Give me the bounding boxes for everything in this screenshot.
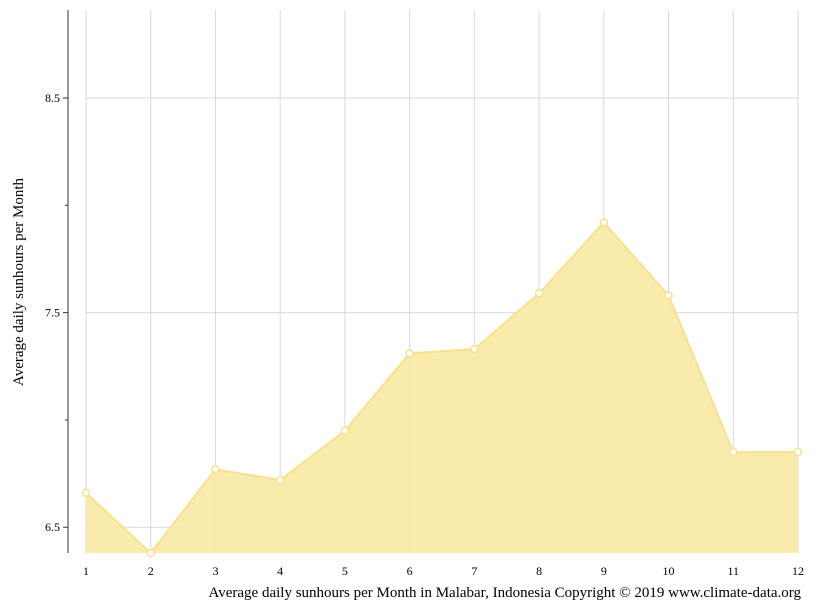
x-tick-label: 5: [342, 564, 348, 578]
sunhours-area: [86, 222, 798, 553]
data-point: [470, 344, 479, 354]
x-tick-label: 7: [471, 564, 477, 578]
x-tick-label: 2: [148, 564, 154, 578]
data-points: [81, 218, 803, 558]
x-tick-label: 4: [277, 564, 283, 578]
data-point: [211, 465, 220, 474]
data-point: [405, 349, 414, 358]
x-tick-label: 1: [83, 564, 89, 578]
data-point: [275, 475, 285, 485]
x-tick-label: 9: [601, 564, 607, 578]
x-tick-label: 12: [792, 564, 804, 578]
data-point: [793, 447, 803, 457]
y-tick-label: 8.5: [45, 91, 60, 105]
x-tick-label: 8: [536, 564, 542, 578]
y-axis-title: Average daily sunhours per Month: [11, 178, 27, 387]
y-axis-ticks: 6.5 7.5 8.5: [45, 91, 68, 534]
x-tick-label: 11: [727, 564, 739, 578]
data-point: [340, 426, 350, 435]
data-point: [81, 488, 91, 498]
x-tick-label: 3: [212, 564, 218, 578]
data-point: [664, 291, 673, 300]
data-point: [146, 548, 155, 558]
data-point: [599, 218, 609, 227]
data-point: [729, 447, 738, 457]
x-axis-title: Average daily sunhours per Month in Mala…: [209, 585, 802, 601]
y-tick-label: 6.5: [45, 520, 60, 534]
sunhours-line: [85, 220, 798, 555]
x-tick-label: 6: [407, 564, 413, 578]
y-tick-label: 7.5: [45, 306, 60, 320]
x-axis-ticks: 1 2 3 4 5 6 7 8 9 10 11 12: [83, 564, 804, 578]
x-tick-label: 10: [663, 564, 675, 578]
data-point: [534, 289, 544, 298]
